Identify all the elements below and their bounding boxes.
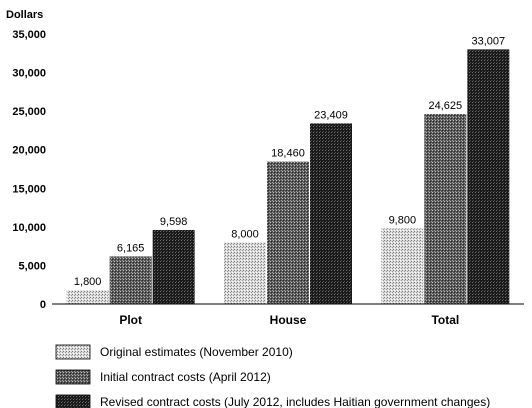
bars xyxy=(66,49,510,305)
legend-label-1: Original estimates (November 2010) xyxy=(100,345,293,359)
y-tick-label: 5,000 xyxy=(18,260,46,272)
data-label: 9,800 xyxy=(389,214,417,226)
data-labels: 1,800 6,165 9,598 8,000 18,460 23,409 9,800 24,… xyxy=(74,35,505,288)
category-label-total: Total xyxy=(431,313,459,327)
bar-house-series-3 xyxy=(310,123,352,304)
bar-plot-series-2 xyxy=(109,256,152,304)
data-label: 18,460 xyxy=(271,148,305,160)
y-tick-label: 25,000 xyxy=(12,106,46,118)
y-tick-label: 0 xyxy=(40,299,46,311)
bar-house-series-1 xyxy=(224,242,266,304)
category-label-plot: Plot xyxy=(119,313,142,327)
legend: Original estimates (November 2010) Initia… xyxy=(55,344,490,408)
legend-label-3: Revised contract costs (July 2012, inclu… xyxy=(100,395,490,408)
bar-total-series-1 xyxy=(381,228,424,304)
legend-swatch-1 xyxy=(55,344,91,360)
data-label: 33,007 xyxy=(472,35,506,47)
data-label: 9,598 xyxy=(160,216,188,228)
y-tick-label: 15,000 xyxy=(12,183,46,195)
data-label: 8,000 xyxy=(231,228,259,240)
data-label: 24,625 xyxy=(429,100,463,112)
y-tick-label: 35,000 xyxy=(12,29,46,41)
x-axis: Plot House Total xyxy=(119,313,459,327)
legend-label-2: Initial contract costs (April 2012) xyxy=(100,370,271,384)
data-label: 23,409 xyxy=(314,109,348,121)
y-axis-label: Dollars xyxy=(6,9,43,21)
legend-swatch-2 xyxy=(55,369,91,385)
y-tick-label: 10,000 xyxy=(12,222,46,234)
bar-plot-series-1 xyxy=(66,290,109,304)
legend-swatch-3 xyxy=(55,394,91,408)
bar-house-series-2 xyxy=(267,161,309,304)
bar-total-series-3 xyxy=(467,49,510,304)
category-label-house: House xyxy=(270,313,307,327)
y-axis: 0 5,000 10,000 15,000 20,000 25,000 30,000 35,0… xyxy=(12,29,46,311)
data-label: 1,800 xyxy=(74,276,102,288)
bar-total-series-2 xyxy=(424,114,467,305)
data-label: 6,165 xyxy=(117,242,145,254)
y-tick-label: 30,000 xyxy=(12,68,46,80)
bar-plot-series-3 xyxy=(152,229,195,304)
y-tick-label: 20,000 xyxy=(12,145,46,157)
